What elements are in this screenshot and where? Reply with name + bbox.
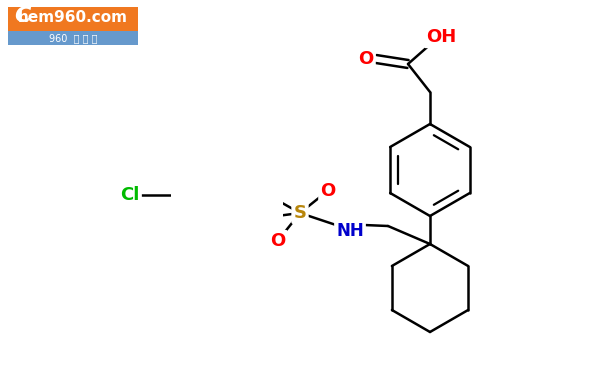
- Text: 960  化 工 网: 960 化 工 网: [49, 33, 97, 43]
- Bar: [171, 134, 283, 246]
- Text: O: O: [358, 50, 374, 68]
- Text: S: S: [293, 204, 307, 222]
- Text: hem960.com: hem960.com: [18, 9, 128, 24]
- FancyBboxPatch shape: [8, 7, 138, 31]
- Text: O: O: [321, 182, 336, 200]
- Text: C: C: [14, 6, 30, 26]
- Text: Cl: Cl: [120, 186, 140, 204]
- FancyBboxPatch shape: [8, 31, 138, 45]
- Text: NH: NH: [336, 222, 364, 240]
- Text: OH: OH: [426, 28, 456, 46]
- Text: O: O: [270, 232, 286, 250]
